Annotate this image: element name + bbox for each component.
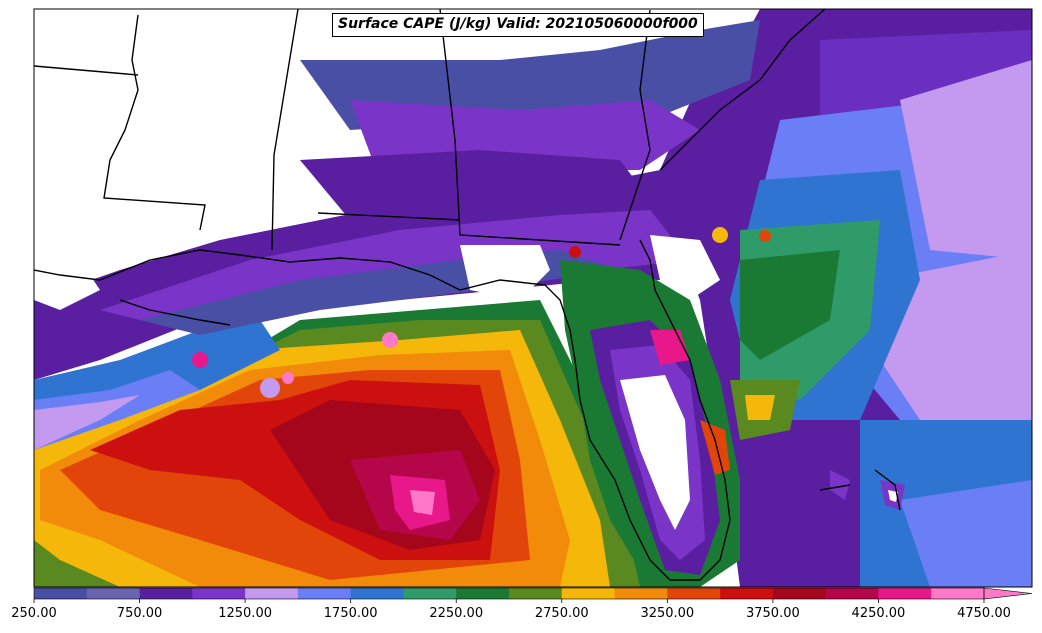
colorbar-outline — [33, 587, 985, 600]
plot-frame — [33, 8, 1033, 588]
colorbar-swatch — [720, 588, 774, 599]
colorbar-tick-label: 4750.00 — [957, 606, 1011, 621]
colorbar-swatch — [878, 588, 932, 599]
colorbar-swatch — [297, 588, 352, 599]
state-boundaries — [34, 9, 901, 581]
colorbar-swatch — [825, 588, 879, 599]
colorbar-swatch — [192, 588, 246, 599]
colorbar-tick-label: 750.00 — [116, 606, 163, 621]
colorbar-tick-label: 250.00 — [11, 606, 57, 621]
colorbar-swatch — [34, 588, 88, 599]
colorbar-swatch — [403, 588, 457, 599]
colorbar-tick-label: 2250.00 — [429, 606, 484, 621]
colorbar-swatch — [561, 588, 616, 599]
colorbar-swatch — [614, 588, 668, 599]
colorbar-swatch — [86, 588, 141, 599]
colorbar-tick-label: 1250.00 — [218, 606, 272, 621]
colorbar-swatch — [509, 588, 563, 599]
colorbar-swatch — [931, 588, 985, 599]
colorbar-swatch — [139, 588, 193, 599]
colorbar-tick-label: 1750.00 — [323, 606, 378, 621]
colorbar-tick-label: 3750.00 — [745, 606, 800, 621]
cape-field — [34, 9, 1032, 587]
colorbar — [33, 587, 1033, 603]
colorbar-tick-label: 4250.00 — [851, 606, 906, 621]
colorbar-swatch — [245, 588, 299, 599]
colorbar-tick-label: 2750.00 — [534, 606, 589, 621]
colorbar-swatch — [772, 588, 827, 599]
colorbar-swatch — [350, 588, 404, 599]
colorbar-extend-arrow — [983, 587, 1033, 600]
colorbar-swatch — [667, 588, 721, 599]
colorbar-tick-label: 3250.00 — [640, 606, 695, 621]
map-title: Surface CAPE (J/kg) Valid: 202105060000f… — [332, 13, 704, 37]
colorbar-swatch — [456, 588, 510, 599]
